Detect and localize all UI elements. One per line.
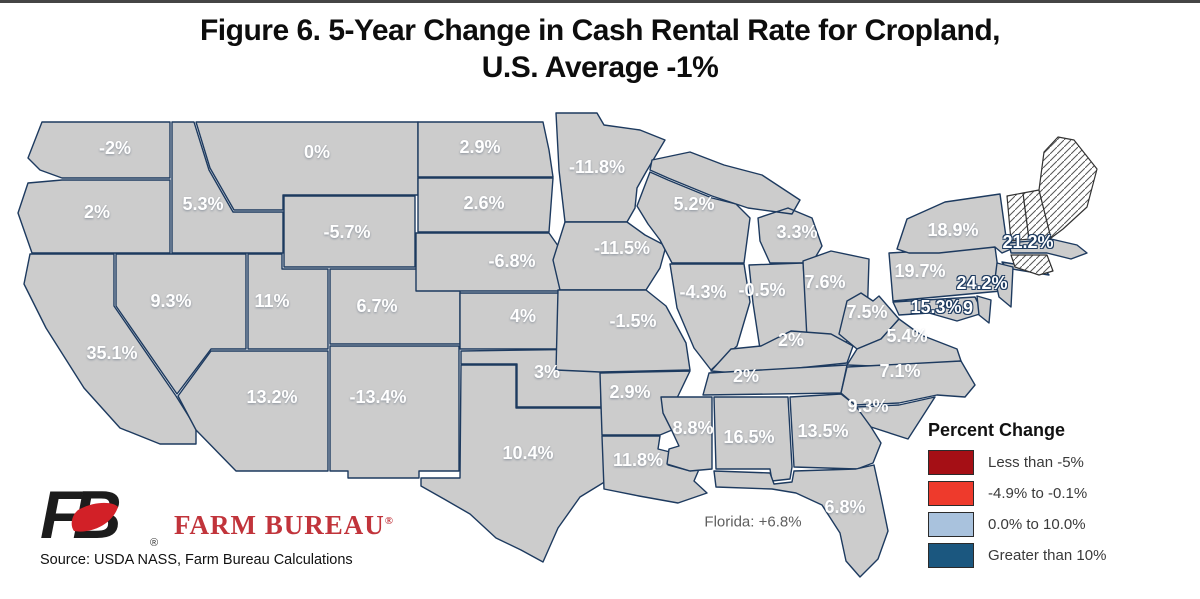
state-michigan [649,151,823,264]
legend-swatch-dark-blue [928,543,974,568]
state-label-iowa: -11.5% [593,238,651,258]
state-california [23,253,197,445]
state-minnesota [555,112,666,223]
state-wisconsin [636,171,751,264]
legend-row-pos-small: 0.0% to 10.0% [928,512,1188,537]
state-label-utah: 11% [254,291,290,311]
state-label-maryland: 15.3% [910,297,962,317]
state-iowa [552,221,667,291]
state-georgia [789,393,882,470]
legend-row-neg-large: Less than -5% [928,450,1188,475]
state-label-arizona: 13.2% [246,387,298,407]
state-south-dakota [417,177,554,233]
state-label-montana: 0% [303,142,331,162]
state-label-north-carolina: 7.1% [879,361,921,381]
state-label-nevada: 9.3% [150,291,192,311]
legend-row-neg-small: -4.9% to -0.1% [928,481,1188,506]
state-label-alabama: 16.5% [723,427,775,447]
legend-swatch-light-blue [928,512,974,537]
state-label-illinois: -4.3% [679,282,727,302]
farm-bureau-logo-icon: FB ® [40,477,158,552]
state-massachusetts [1008,238,1088,260]
state-label-pennsylvania: 19.7% [894,261,946,281]
state-label-new-jersey: 24.2% [956,273,1008,293]
legend-title: Percent Change [928,420,1066,440]
state-label-louisiana: 11.8% [612,450,664,470]
state-idaho [171,121,284,254]
state-label-south-dakota: 2.6% [463,193,505,213]
state-arizona [177,350,329,472]
source-citation: Source: USDA NASS, Farm Bureau Calculati… [40,552,353,568]
branding: FB ® FARM BUREAU® Source: USDA NASS, Far… [38,476,458,576]
state-label-wisconsin: 5.2% [673,194,715,214]
state-label-minnesota: -11.8% [568,157,626,177]
state-label-kansas: 4% [509,306,537,326]
state-maine [1038,136,1098,239]
wordmark-text: FARM BUREAU [174,510,385,540]
state-north-dakota [417,121,554,178]
state-label-south-carolina: 9.3% [847,396,889,416]
state-utah [247,253,329,350]
state-missouri [555,289,691,373]
state-label-delaware-partial: 9 [962,298,974,318]
state-label-washington: -2% [98,138,132,158]
legend: Percent Change Less than -5% -4.9% to -0… [928,420,1188,575]
state-label-florida: 6.8% [824,497,866,517]
state-texas [420,364,612,563]
state-label-tennessee: 2% [732,366,760,386]
state-alabama [713,396,793,482]
state-label-ohio: 7.6% [804,272,846,292]
state-label-arkansas: 2.9% [609,382,651,402]
state-label-idaho: 5.3% [182,194,224,214]
state-label-georgia: 13.5% [797,421,849,441]
legend-swatch-red [928,481,974,506]
legend-row-pos-large: Greater than 10% [928,543,1188,568]
state-label-north-dakota: 2.9% [459,137,501,157]
state-maryland [892,296,984,322]
state-label-oklahoma: 3% [533,362,561,382]
figure-title-line2: U.S. Average -1% [481,51,719,84]
state-mississippi [660,396,713,472]
top-border-rule [0,0,1200,3]
state-label-wyoming: -5.7% [323,222,371,242]
wordmark-registered-mark: ® [384,515,394,527]
state-new-jersey [994,262,1014,308]
state-wyoming [283,195,416,268]
farm-bureau-wordmark: FARM BUREAU® [174,510,394,541]
state-nevada [115,253,247,395]
legend-swatch-dark-red [928,450,974,475]
state-oregon [17,179,171,254]
state-label-mississippi: 8.8% [672,418,714,438]
state-label-kentucky: 2% [777,330,805,350]
state-label-oregon: 2% [83,202,111,222]
state-label-nebraska: -6.8% [488,251,536,271]
state-new-mexico [329,345,460,479]
legend-label-pos-small: 0.0% to 10.0% [988,516,1086,533]
state-label-new-mexico: -13.4% [349,387,407,407]
state-label-missouri: -1.5% [609,311,657,331]
state-label-new-york: 18.9% [927,220,979,240]
state-label-west-virginia: 7.5% [846,302,888,322]
logo-red-leaf [71,502,118,532]
state-label-michigan: 3.3% [776,222,818,242]
legend-label-pos-large: Greater than 10% [988,547,1107,564]
figure-title: Figure 6. 5-Year Change in Cash Rental R… [0,12,1200,86]
state-connecticut-rhode-island [1010,254,1054,276]
logo-registered-mark: ® [150,537,158,549]
florida-annotation: Florida: +6.8% [704,513,802,531]
state-label-virginia: 5.4% [886,326,928,346]
state-label-massachusetts: 21.2% [1002,232,1054,252]
state-label-indiana: -0.5% [738,280,786,300]
legend-label-neg-small: -4.9% to -0.1% [988,485,1088,502]
state-label-california: 35.1% [86,343,138,363]
state-washington [27,121,171,179]
state-delaware [976,295,992,324]
legend-label-neg-large: Less than -5% [988,454,1084,471]
figure-title-line1: Figure 6. 5-Year Change in Cash Rental R… [199,14,1001,47]
state-label-colorado: 6.7% [356,296,398,316]
state-label-texas: 10.4% [502,443,554,463]
state-florida [713,464,889,578]
